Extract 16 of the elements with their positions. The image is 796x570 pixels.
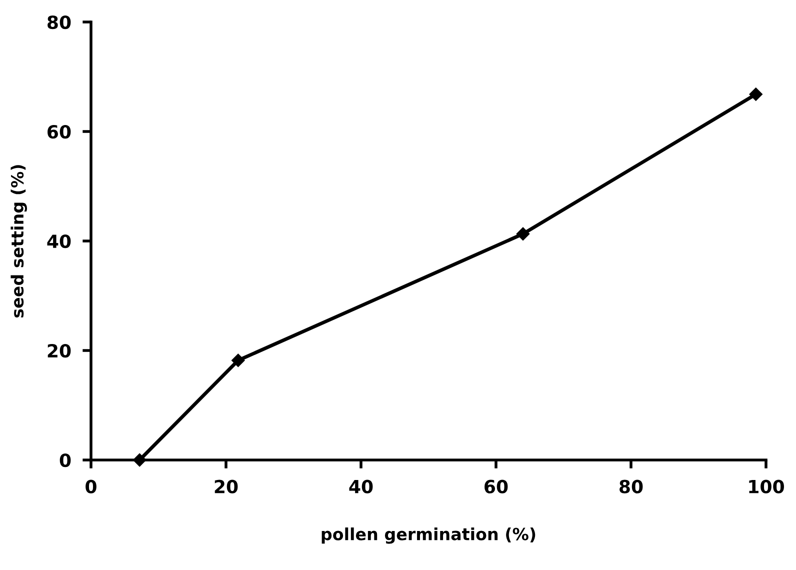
x-tick-label: 100 xyxy=(749,480,784,494)
y-tick-label: 60 xyxy=(48,124,71,139)
x-tick-label: 80 xyxy=(620,480,643,494)
point xyxy=(232,354,245,367)
point xyxy=(516,227,530,240)
x-tick-label: 20 xyxy=(214,480,238,494)
y-tick-label: 80 xyxy=(48,15,71,30)
point xyxy=(749,88,762,101)
x-axis-title: pollen germination (%) xyxy=(322,527,536,544)
y-tick-label: 0 xyxy=(60,453,71,468)
x-tick-label: 40 xyxy=(349,480,373,494)
y-tick-label: 40 xyxy=(47,234,71,248)
y-axis-title: seed setting (%) xyxy=(10,165,27,318)
x-tick-label: 0 xyxy=(86,480,96,494)
y-tick-label: 20 xyxy=(48,344,71,358)
x-tick-label: 60 xyxy=(484,480,508,494)
